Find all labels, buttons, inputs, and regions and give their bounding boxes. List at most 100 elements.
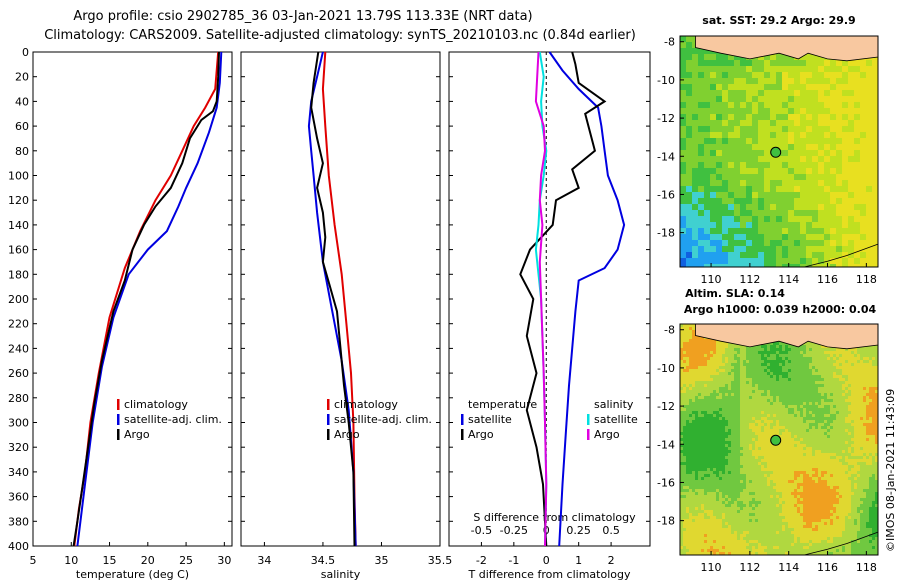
sla_map-cell xyxy=(731,345,735,349)
sst_map-cell xyxy=(710,66,717,73)
sla_map-cell xyxy=(755,375,759,379)
sla_map-cell xyxy=(692,393,696,397)
sla_map-cell xyxy=(767,411,771,415)
sst_map-cell xyxy=(848,192,855,199)
sla_map-cell xyxy=(737,456,741,460)
sla_map-cell xyxy=(809,357,813,361)
sla_map-cell xyxy=(782,519,786,523)
sla_map-cell xyxy=(731,378,735,382)
sst_map-cell xyxy=(746,60,753,67)
sla_map-cell xyxy=(794,372,798,376)
sst_map-cell xyxy=(776,54,783,61)
sla_map-cell xyxy=(704,486,708,490)
sst_map-cell xyxy=(680,210,687,217)
sst_map-cell xyxy=(692,198,699,205)
sla_map-cell xyxy=(803,417,807,421)
sla_map-cell xyxy=(698,504,702,508)
sla_map-cell xyxy=(689,483,693,487)
sst_map-cell xyxy=(848,186,855,193)
sla_map-cell xyxy=(716,486,720,490)
sla_map-cell xyxy=(743,546,747,550)
sla_map-cell xyxy=(701,471,705,475)
sla_map-cell xyxy=(713,498,717,502)
sla_map-cell xyxy=(683,444,687,448)
sla_map-cell xyxy=(752,531,756,535)
salinity-legend-swatch xyxy=(327,429,330,440)
sla_map-cell xyxy=(794,366,798,370)
sst_map-cell xyxy=(854,162,861,169)
sla_map-cell xyxy=(683,411,687,415)
sla_map-cell xyxy=(770,411,774,415)
sst_map-cell xyxy=(686,138,693,145)
sla_map-cell xyxy=(791,528,795,532)
sst_map-cell xyxy=(806,66,813,73)
sla_map-cell xyxy=(707,354,711,358)
sla_map-cell xyxy=(707,525,711,529)
sst_map-cell xyxy=(764,258,771,265)
sla_map-cell xyxy=(809,537,813,541)
sst_map-cell xyxy=(734,174,741,181)
sla_map-cell xyxy=(737,492,741,496)
sst_map-cell xyxy=(698,108,705,115)
sst_map-cell xyxy=(818,90,825,97)
sst_map-cell xyxy=(806,186,813,193)
sst_map-cell xyxy=(848,66,855,73)
sla_map-cell xyxy=(794,480,798,484)
sla_map-cell xyxy=(791,393,795,397)
sla_map-cell xyxy=(770,525,774,529)
sst_map-cell xyxy=(752,258,759,265)
sst_map-cell xyxy=(794,210,801,217)
sla_map-cell xyxy=(770,384,774,388)
sla_map-cell xyxy=(725,492,729,496)
sla_map-cell xyxy=(782,396,786,400)
sla_map-cell xyxy=(740,372,744,376)
temperature-legend-swatch xyxy=(117,399,120,410)
sla_map-cell xyxy=(698,408,702,412)
sst_map-cell xyxy=(782,228,789,235)
sst_map-cell xyxy=(746,210,753,217)
sla_map-cell xyxy=(701,513,705,517)
sla_map-cell xyxy=(812,453,816,457)
sla_map-cell xyxy=(713,393,717,397)
sla_map-cell xyxy=(689,549,693,553)
sst_map-cell xyxy=(758,126,765,133)
sla_map-cell xyxy=(686,396,690,400)
sla_map-cell xyxy=(740,390,744,394)
sla_map-cell xyxy=(773,471,777,475)
sla_map-cell xyxy=(737,519,741,523)
sla_map-cell xyxy=(779,360,783,364)
sst_map-cell xyxy=(842,180,849,187)
sst_map-cell xyxy=(758,216,765,223)
sla_map-cell xyxy=(779,381,783,385)
sst_map-cell xyxy=(758,90,765,97)
sla_map-cell xyxy=(779,498,783,502)
sla_map-cell xyxy=(683,528,687,532)
sla_map-cell xyxy=(737,402,741,406)
sla_map-cell xyxy=(758,348,762,352)
sst_map-cell xyxy=(800,126,807,133)
sla_map-cell xyxy=(797,366,801,370)
sla_map-cell xyxy=(791,543,795,547)
sst_map-cell xyxy=(842,114,849,121)
sla_map-cell xyxy=(779,420,783,424)
sla_map-cell xyxy=(803,528,807,532)
sla_map-cell xyxy=(689,510,693,514)
sla_map-cell xyxy=(704,405,708,409)
sla_map-cell xyxy=(779,519,783,523)
sst_map-cell xyxy=(710,96,717,103)
sla_map-cell xyxy=(764,546,768,550)
sla_map-cell xyxy=(743,525,747,529)
sla_map-cell xyxy=(680,387,684,391)
sla_map-cell xyxy=(680,369,684,373)
sla_map-cell xyxy=(734,510,738,514)
sst_map-cell xyxy=(776,264,783,268)
sst_map-cell xyxy=(800,246,807,253)
sla_map-cell xyxy=(788,372,792,376)
sla_map-cell xyxy=(692,513,696,517)
sla_map-cell xyxy=(755,444,759,448)
sla_map-cell xyxy=(797,516,801,520)
sla_map-cell xyxy=(806,549,810,553)
sla_map-cell xyxy=(695,396,699,400)
sst_map-cell xyxy=(860,144,867,151)
sla_map-cell xyxy=(803,372,807,376)
